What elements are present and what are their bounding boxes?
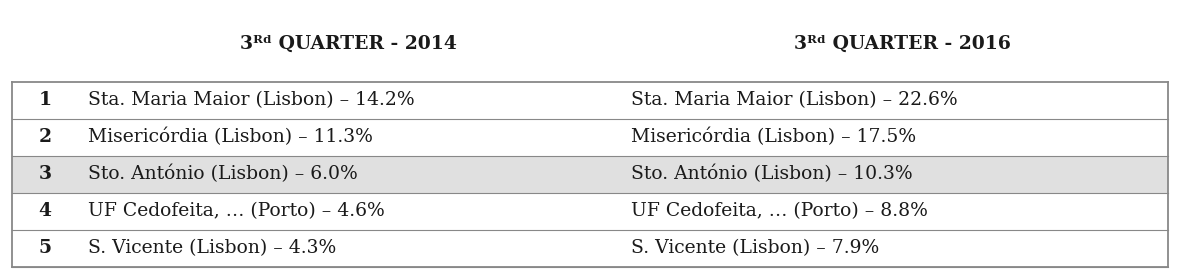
Text: UF Cedofeita, … (Porto) – 4.6%: UF Cedofeita, … (Porto) – 4.6% — [88, 202, 385, 220]
Text: Sto. António (Lisbon) – 6.0%: Sto. António (Lisbon) – 6.0% — [88, 165, 359, 183]
Text: S. Vicente (Lisbon) – 7.9%: S. Vicente (Lisbon) – 7.9% — [631, 239, 879, 257]
Text: 3: 3 — [38, 165, 52, 183]
Text: 2: 2 — [38, 128, 52, 146]
Text: Sta. Maria Maior (Lisbon) – 14.2%: Sta. Maria Maior (Lisbon) – 14.2% — [88, 91, 415, 109]
Text: 3ᴿᵈ QUARTER - 2014: 3ᴿᵈ QUARTER - 2014 — [240, 35, 457, 52]
Text: Sto. António (Lisbon) – 10.3%: Sto. António (Lisbon) – 10.3% — [631, 165, 913, 183]
Text: Misericórdia (Lisbon) – 11.3%: Misericórdia (Lisbon) – 11.3% — [88, 128, 373, 146]
Text: 1: 1 — [38, 91, 52, 109]
Bar — [12, 156, 1168, 193]
Text: Misericórdia (Lisbon) – 17.5%: Misericórdia (Lisbon) – 17.5% — [631, 128, 917, 146]
Text: 3ᴿᵈ QUARTER - 2016: 3ᴿᵈ QUARTER - 2016 — [794, 35, 1011, 52]
Text: Sta. Maria Maior (Lisbon) – 22.6%: Sta. Maria Maior (Lisbon) – 22.6% — [631, 91, 958, 109]
Text: UF Cedofeita, … (Porto) – 8.8%: UF Cedofeita, … (Porto) – 8.8% — [631, 202, 929, 220]
Text: 4: 4 — [38, 202, 52, 220]
Text: 5: 5 — [38, 239, 52, 257]
Text: S. Vicente (Lisbon) – 4.3%: S. Vicente (Lisbon) – 4.3% — [88, 239, 336, 257]
